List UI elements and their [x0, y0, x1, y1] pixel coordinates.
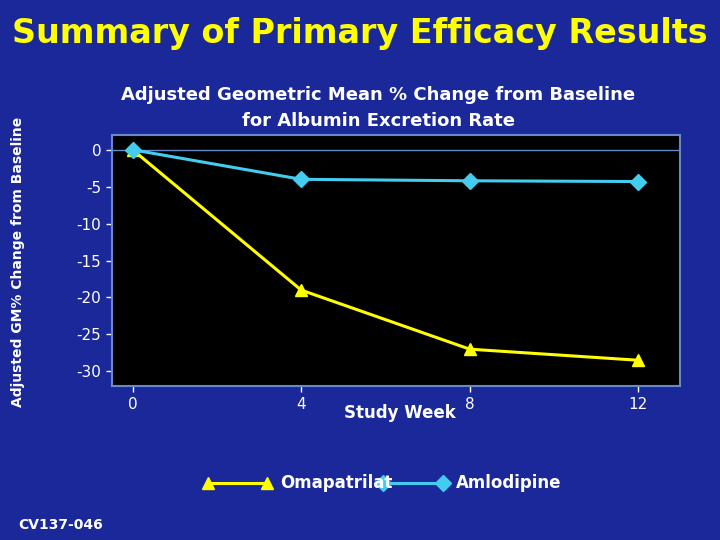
- Text: for Albumin Excretion Rate: for Albumin Excretion Rate: [241, 112, 515, 130]
- Text: Omapatrilat: Omapatrilat: [281, 474, 393, 492]
- Text: Amlodipine: Amlodipine: [456, 474, 562, 492]
- Text: Study Week: Study Week: [343, 404, 456, 422]
- Text: Adjusted GM% Change from Baseline: Adjusted GM% Change from Baseline: [11, 117, 25, 407]
- Text: Adjusted Geometric Mean % Change from Baseline: Adjusted Geometric Mean % Change from Ba…: [121, 86, 635, 104]
- Text: CV137-046: CV137-046: [18, 518, 103, 532]
- Text: Summary of Primary Efficacy Results: Summary of Primary Efficacy Results: [12, 17, 708, 50]
